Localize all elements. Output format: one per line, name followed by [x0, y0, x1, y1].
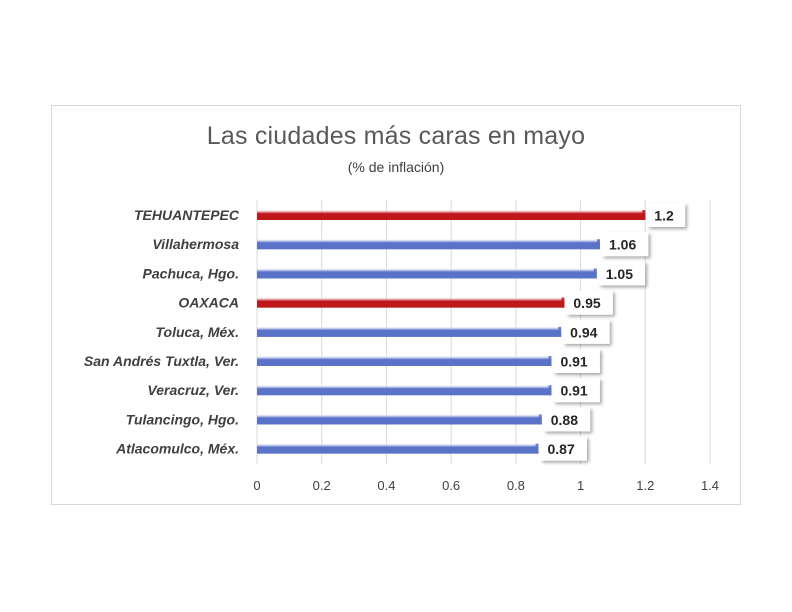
category-label: Pachuca, Hgo. — [143, 265, 239, 281]
bar-cap — [548, 356, 552, 366]
x-tick-label: 0.4 — [377, 478, 395, 493]
category-label: TEHUANTEPEC — [134, 207, 240, 223]
chart-subtitle: (% de inflación) — [347, 159, 445, 175]
bar — [257, 210, 646, 220]
bar — [257, 385, 552, 396]
category-label: Tulancingo, Hgo. — [126, 411, 239, 427]
bar — [257, 239, 600, 250]
data-label: 1.06 — [609, 237, 636, 253]
bar-cap — [548, 385, 552, 396]
x-tick-label: 0 — [253, 478, 260, 493]
bar-edge — [257, 451, 539, 454]
bar-cap — [561, 297, 565, 308]
data-label: 0.94 — [570, 324, 597, 340]
bar-edge — [257, 218, 646, 220]
category-label: OAXACA — [178, 295, 239, 311]
data-label-box — [601, 232, 649, 257]
category-label: Atlacomulco, Méx. — [115, 441, 239, 457]
bar-cap — [558, 326, 562, 337]
bar-cap — [593, 268, 597, 279]
data-label-box — [553, 349, 600, 373]
bar-edge — [257, 422, 542, 425]
bar-edge — [257, 334, 562, 337]
bar — [257, 297, 565, 308]
data-label: 1.05 — [606, 266, 633, 282]
chart-title: Las ciudades más caras en mayo — [206, 122, 586, 150]
bar-edge — [257, 247, 600, 250]
data-label-box — [598, 261, 646, 286]
x-tick-label: 1.4 — [701, 478, 719, 493]
bar-cap — [538, 414, 542, 425]
category-label: Veracruz, Ver. — [147, 382, 239, 398]
bar — [257, 326, 562, 337]
bar-cap — [596, 239, 600, 250]
category-label: Villahermosa — [152, 236, 239, 252]
bar-cap — [642, 210, 646, 220]
x-tick-label: 1.2 — [636, 478, 654, 493]
bar-edge — [257, 305, 565, 308]
data-label: 0.95 — [573, 295, 600, 311]
data-label-box — [563, 319, 610, 344]
x-tick-label: 0.2 — [313, 478, 331, 493]
bar-edge — [257, 364, 552, 366]
bar — [257, 414, 542, 425]
data-label-box — [647, 203, 686, 227]
category-label: Toluca, Méx. — [155, 324, 239, 340]
data-label-box — [540, 436, 587, 461]
data-label-box — [543, 407, 591, 432]
x-tick-label: 1 — [577, 478, 584, 493]
category-label: San Andrés Tuxtla, Ver. — [84, 353, 239, 369]
bar — [257, 356, 552, 366]
bar — [257, 268, 597, 279]
data-label: 1.2 — [654, 208, 674, 224]
bar-edge — [257, 276, 597, 279]
x-tick-label: 0.6 — [442, 478, 460, 493]
bar — [257, 443, 539, 454]
data-label: 0.87 — [548, 441, 575, 457]
data-label: 0.88 — [551, 412, 578, 428]
x-tick-label: 0.8 — [507, 478, 525, 493]
data-label: 0.91 — [560, 383, 587, 399]
bar-cap — [535, 443, 539, 454]
bar-edge — [257, 393, 552, 396]
data-label-box — [566, 290, 613, 315]
data-label: 0.91 — [560, 354, 587, 370]
data-label-box — [553, 378, 600, 403]
